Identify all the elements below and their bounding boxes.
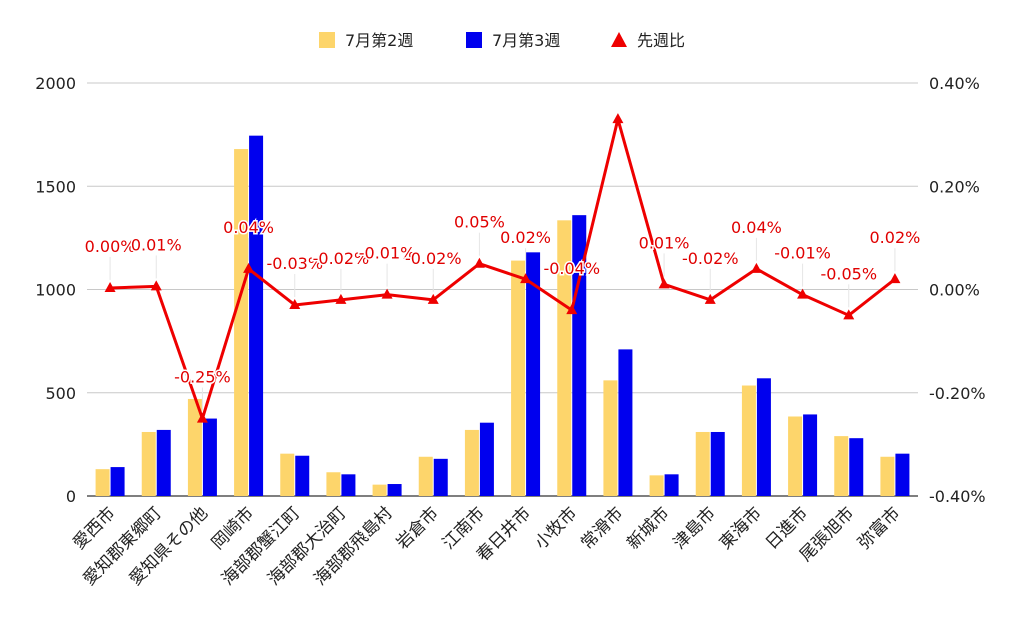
legend: 7月第2週 7月第3週 先週比 — [319, 31, 685, 50]
category-label: 東海市 — [716, 503, 766, 553]
left-tick-label: 1000 — [35, 281, 76, 300]
bar-week2 — [96, 469, 110, 496]
bar-week3 — [803, 414, 817, 496]
legend-item: 先週比 — [611, 31, 685, 50]
bar-week2 — [696, 432, 710, 496]
bar-week2 — [373, 485, 387, 496]
bar-week3 — [618, 349, 632, 496]
bar-week2 — [788, 416, 802, 496]
bar-week3 — [757, 378, 771, 496]
bar-week3 — [295, 456, 309, 496]
bar-week2 — [880, 457, 894, 496]
bar-week3 — [895, 454, 909, 496]
bar-week3 — [480, 423, 494, 496]
left-tick-label: 0 — [66, 487, 76, 506]
left-tick-label: 500 — [45, 384, 76, 403]
right-tick-label: 0.00% — [929, 281, 980, 300]
bar-week3 — [849, 438, 863, 496]
legend-item: 7月第3週 — [466, 31, 560, 50]
bar-week2 — [142, 432, 156, 496]
left-tick-label: 2000 — [35, 74, 76, 93]
right-tick-label: 0.40% — [929, 74, 980, 93]
bars — [96, 136, 910, 496]
ratio-data-label: -0.02% — [405, 249, 462, 268]
ratio-marker — [889, 273, 900, 283]
bar-week2 — [419, 457, 433, 496]
ratio-data-label: 0.05% — [454, 213, 505, 232]
ratio-marker — [474, 258, 485, 268]
ratio-data-label: 0.04% — [731, 218, 782, 237]
bar-week3 — [434, 459, 448, 496]
ratio-data-label: 0.01% — [131, 235, 182, 254]
legend-label: 7月第2週 — [345, 31, 413, 50]
bar-week3 — [665, 474, 679, 496]
left-axis: 0 500 1000 1500 2000 — [35, 74, 76, 506]
bar-week2 — [742, 386, 756, 496]
bar-week2 — [326, 472, 340, 496]
left-tick-label: 1500 — [35, 177, 76, 196]
bar-week3 — [388, 484, 402, 496]
ratio-marker — [659, 278, 670, 288]
legend-label: 7月第3週 — [492, 31, 560, 50]
x-axis: 愛西市愛知郡東郷町愛知県その他岡崎市海部郡蟹江町海部郡大治町海部郡飛島村岩倉市江… — [69, 503, 904, 589]
legend-label: 先週比 — [637, 31, 685, 50]
category-label: 弥富市 — [854, 503, 904, 553]
ratio-marker — [612, 113, 623, 123]
ratio-data-label: 0.02% — [870, 228, 921, 247]
bar-week2 — [603, 380, 617, 496]
ratio-marker — [751, 263, 762, 273]
bar-week2 — [280, 454, 294, 496]
bar-week2 — [650, 475, 664, 496]
right-tick-label: -0.40% — [929, 487, 986, 506]
category-label: 常滑市 — [577, 503, 627, 553]
ratio-data-label: -0.01% — [774, 244, 831, 263]
right-tick-label: 0.20% — [929, 177, 980, 196]
legend-swatch — [319, 32, 335, 48]
ratio-data-label: 0.00% — [85, 237, 136, 256]
line-layer: 0.00%0.01%-0.25%0.04%-0.03%-0.02%-0.01%-… — [85, 113, 921, 422]
bar-week2 — [465, 430, 479, 496]
category-label: 岩倉市 — [393, 503, 443, 553]
legend-item: 7月第2週 — [319, 31, 413, 50]
bar-week3 — [711, 432, 725, 496]
bar-week2 — [234, 149, 248, 496]
category-label: 小牧市 — [531, 503, 581, 553]
bar-week3 — [341, 474, 355, 496]
category-label: 新城市 — [623, 503, 673, 553]
legend-swatch — [611, 32, 627, 47]
ratio-data-label: 0.04% — [223, 218, 274, 237]
bar-week3 — [111, 467, 125, 496]
ratio-data-label: -0.04% — [543, 259, 600, 278]
category-label: 津島市 — [670, 503, 720, 553]
ratio-data-label: -0.02% — [682, 249, 739, 268]
bar-week3 — [249, 136, 263, 496]
ratio-data-label: -0.25% — [174, 368, 231, 387]
bar-week3 — [157, 430, 171, 496]
ratio-data-label: -0.05% — [820, 264, 877, 283]
bar-week2 — [834, 436, 848, 496]
legend-swatch — [466, 32, 482, 48]
bar-week2 — [511, 261, 525, 496]
ratio-data-label: 0.02% — [500, 228, 551, 247]
bar-week3 — [203, 419, 217, 496]
right-tick-label: -0.20% — [929, 384, 986, 403]
right-axis: -0.40% -0.20% 0.00% 0.20% 0.40% — [929, 74, 986, 506]
